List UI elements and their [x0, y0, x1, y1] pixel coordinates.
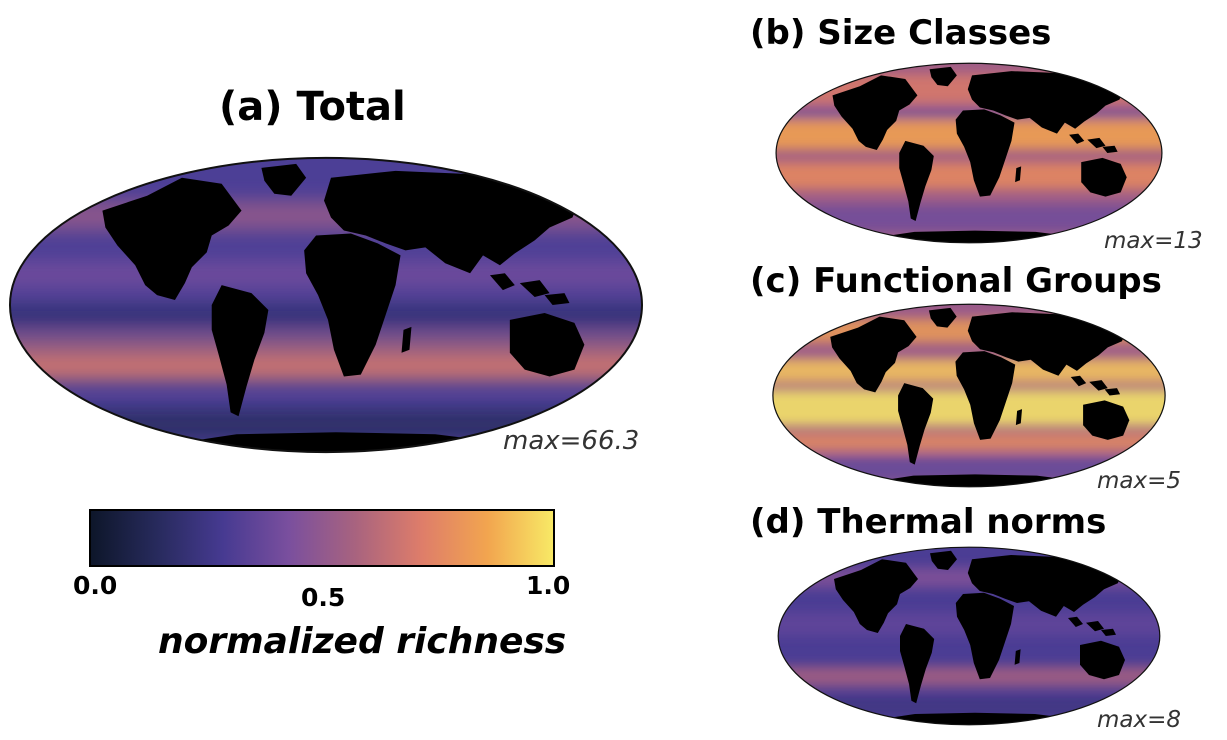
- landmass-africa: [955, 592, 1014, 680]
- colorbar: [89, 509, 555, 567]
- landmass-greenland: [261, 163, 307, 196]
- panel-b-title: (b) Size Classes: [750, 13, 1052, 53]
- landmass-greenland: [928, 307, 957, 328]
- landmass-antarctica: [864, 474, 1087, 487]
- landmass-group: [832, 66, 1127, 243]
- landmass-se-asia-islands: [1069, 133, 1118, 153]
- landmass-group: [834, 550, 1125, 725]
- landmass-antarctica: [867, 712, 1083, 725]
- landmass-madagascar: [401, 326, 412, 353]
- landmass-antarctica: [865, 230, 1085, 243]
- ocean-field: [9, 157, 643, 453]
- landmass-south-america: [899, 140, 934, 221]
- richness-band: [778, 696, 1160, 717]
- landmass-eurasia: [967, 312, 1127, 376]
- panel-d-map: [777, 546, 1161, 726]
- landmass-north-america: [834, 559, 918, 633]
- landmass-se-asia-islands: [1070, 375, 1121, 396]
- landmass-madagascar: [1015, 166, 1022, 183]
- landmass-greenland: [930, 550, 957, 570]
- landmass-eurasia: [324, 170, 580, 274]
- ocean-field: [778, 547, 1160, 725]
- landmass-south-america: [900, 624, 935, 704]
- colorbar-title: normalized richness: [158, 621, 567, 662]
- landmass-africa: [304, 233, 401, 377]
- panel-c-map: [772, 303, 1166, 488]
- ocean-field: [776, 63, 1162, 243]
- panel-d-title: (d) Thermal norms: [750, 502, 1107, 542]
- panel-a-title: (a) Total: [219, 84, 406, 130]
- colorbar-gradient: [89, 509, 555, 567]
- landmass-north-america: [832, 75, 918, 150]
- panel-c-max-label: max=5: [1097, 468, 1182, 494]
- landmass-africa: [955, 109, 1015, 197]
- landmass-madagascar: [1015, 409, 1023, 426]
- landmass-madagascar: [1014, 649, 1021, 665]
- landmass-se-asia-islands: [1068, 616, 1116, 636]
- panel-b-map: [775, 62, 1163, 244]
- landmass-south-america: [898, 383, 934, 465]
- landmass-north-america: [830, 316, 917, 393]
- panel-b-max-label: max=13: [1104, 228, 1203, 254]
- landmass-eurasia: [967, 71, 1124, 134]
- landmass-group: [102, 163, 585, 453]
- landmass-group: [830, 307, 1130, 487]
- panel-c-title: (c) Functional Groups: [750, 261, 1162, 301]
- colorbar-tick-2: 1.0: [526, 571, 571, 600]
- landmass-africa: [955, 351, 1016, 440]
- landmass-antarctica: [157, 432, 515, 453]
- landmass-australia: [1083, 400, 1130, 440]
- colorbar-tick-1: 0.5: [301, 583, 346, 612]
- map-outline: [777, 546, 1161, 726]
- panel-a-map: [8, 156, 644, 454]
- panel-d-max-label: max=8: [1097, 707, 1182, 733]
- panel-a-max-label: max=66.3: [503, 426, 640, 456]
- richness-band: [778, 666, 1160, 687]
- landmass-se-asia-islands: [489, 273, 570, 305]
- richness-band: [9, 334, 643, 355]
- map-outline: [8, 156, 644, 454]
- landmass-north-america: [102, 177, 242, 301]
- landmass-australia: [509, 312, 585, 377]
- map-outline: [775, 62, 1163, 244]
- colorbar-tick-0: 0.0: [73, 571, 118, 600]
- ocean-field: [772, 304, 1166, 487]
- richness-band: [772, 432, 1166, 451]
- landmass-greenland: [929, 66, 957, 87]
- landmass-australia: [1080, 640, 1125, 680]
- landmass-eurasia: [967, 555, 1122, 617]
- landmass-australia: [1081, 157, 1127, 197]
- map-outline: [772, 303, 1166, 488]
- landmass-south-america: [211, 285, 269, 417]
